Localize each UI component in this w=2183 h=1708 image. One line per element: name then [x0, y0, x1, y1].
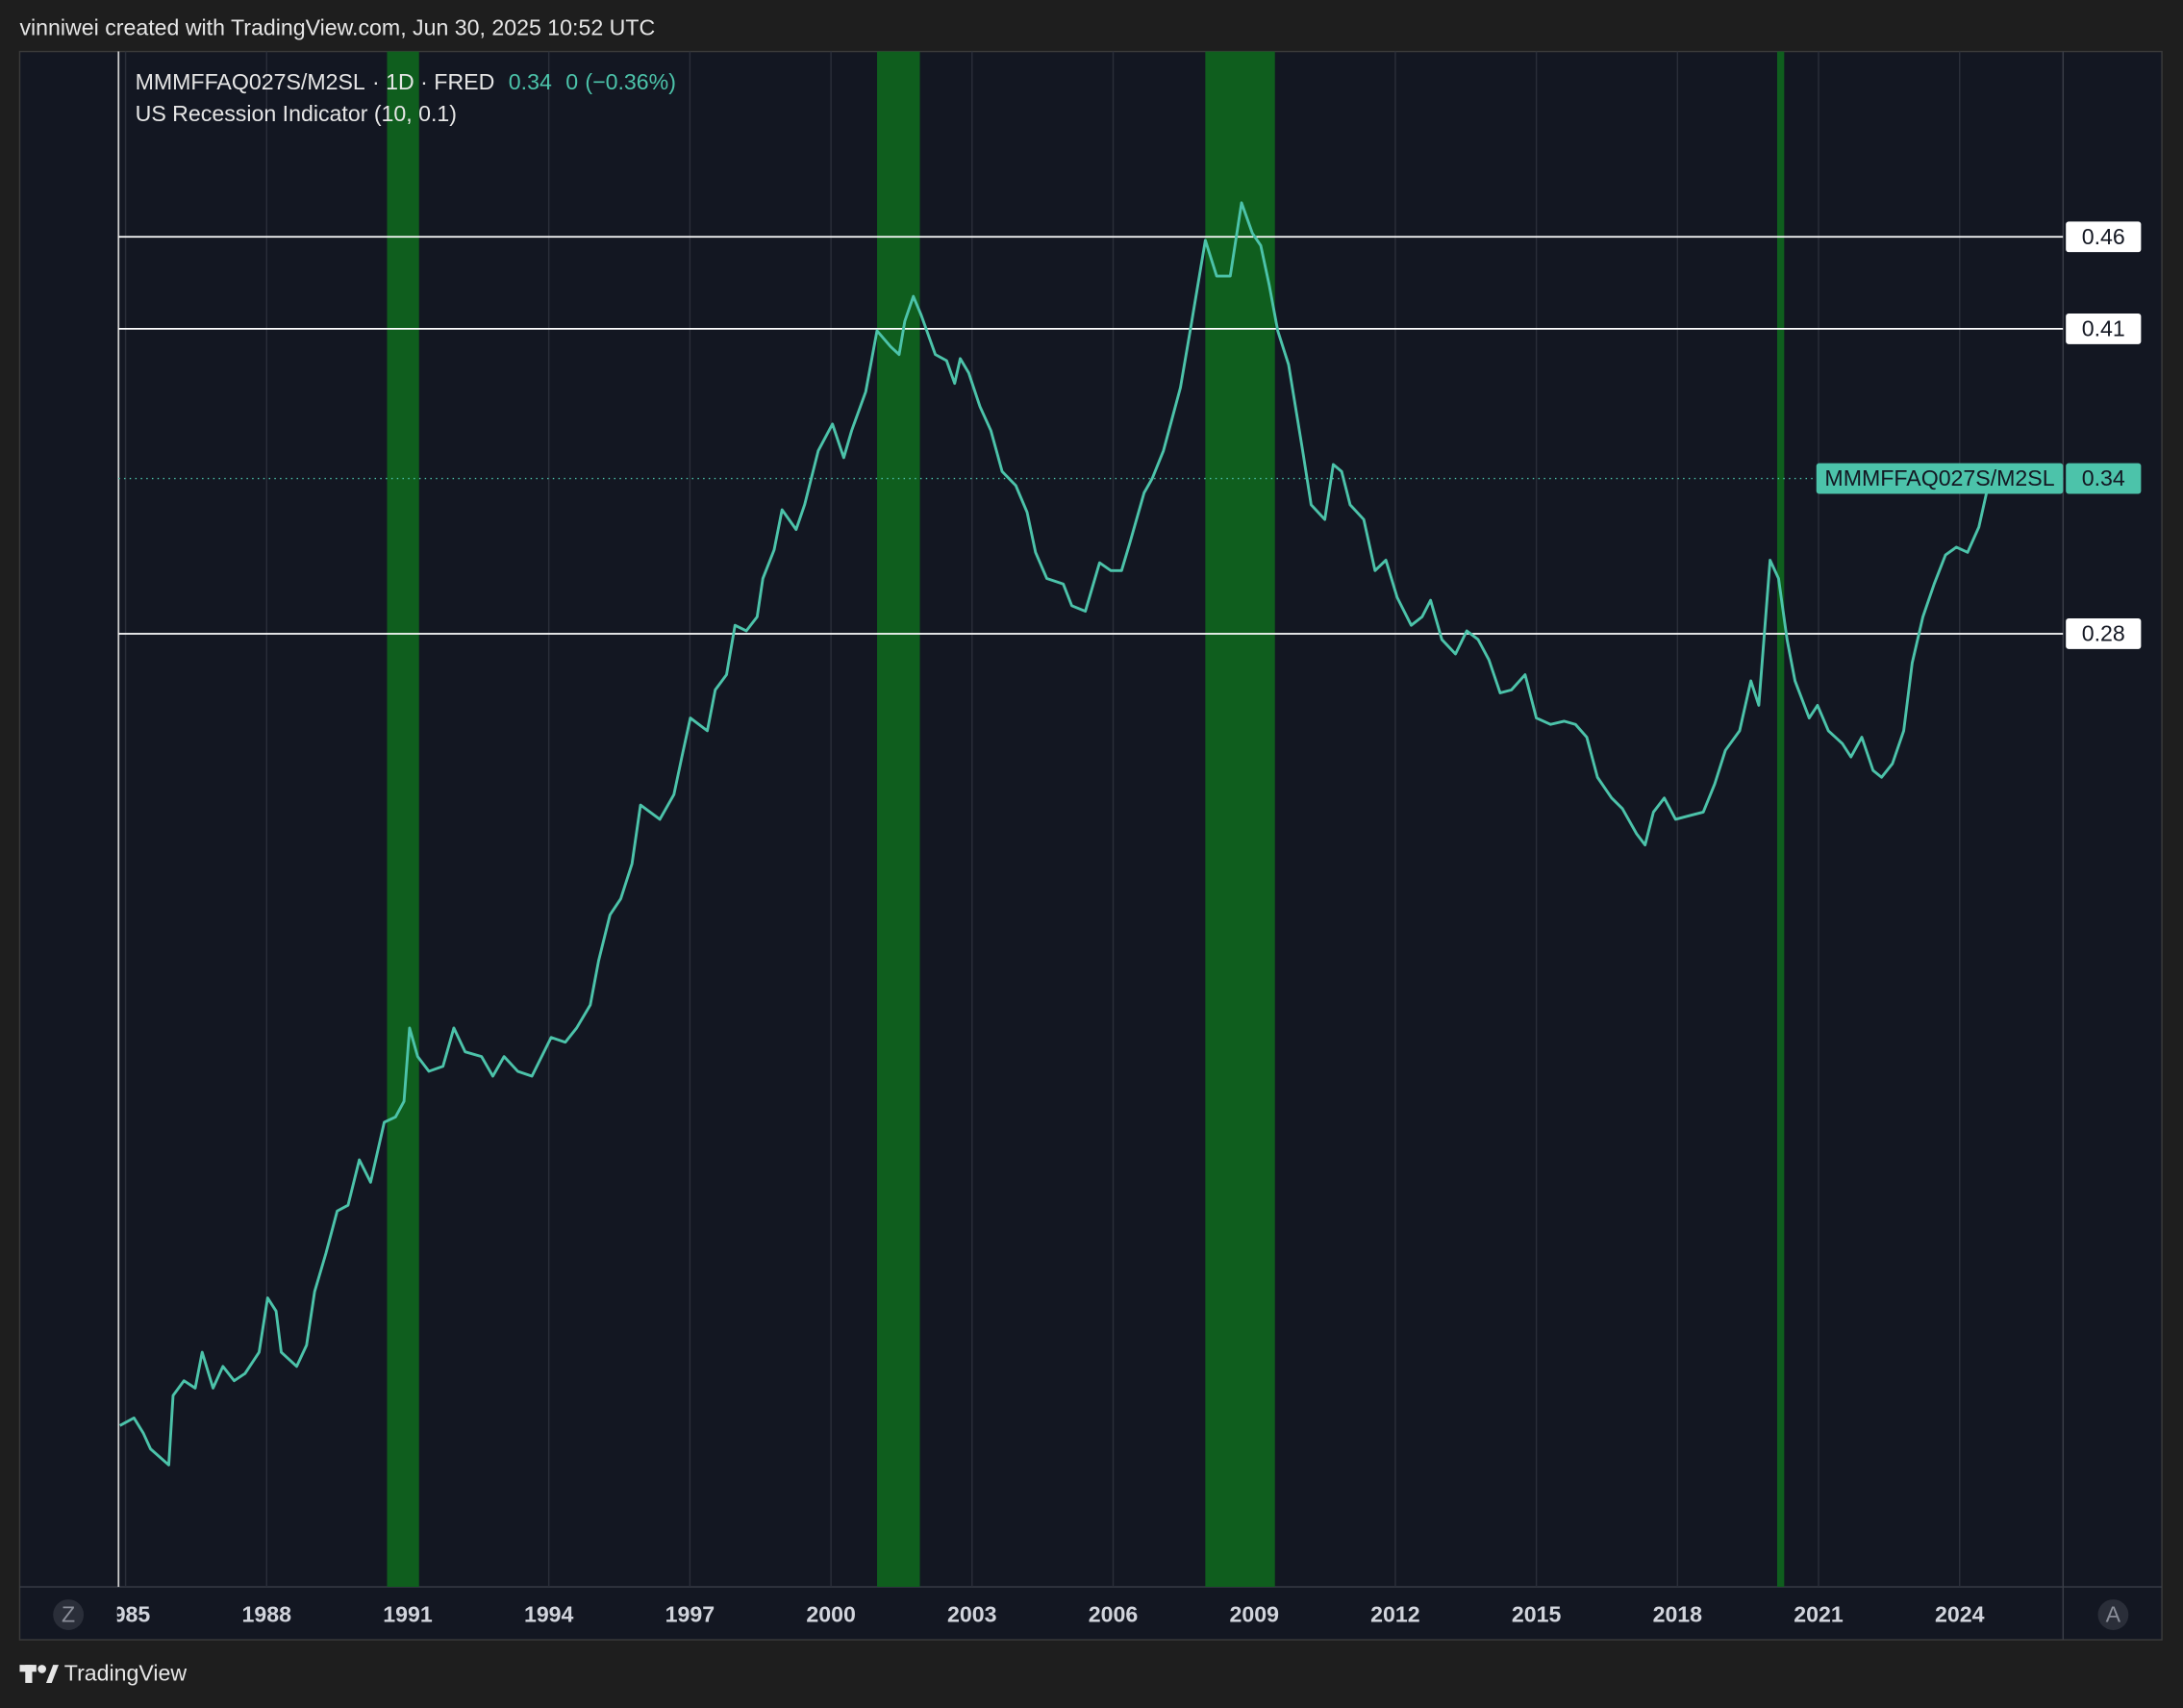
legend-change: 0: [565, 69, 578, 94]
series-line: [118, 201, 2000, 1467]
zoom-button-label[interactable]: Z: [62, 1602, 75, 1627]
plot: [117, 51, 2064, 1588]
series-badge-box: [1816, 463, 2064, 494]
x-tick-label: 2024: [1935, 1602, 1985, 1627]
x-tick-label: 1994: [524, 1602, 574, 1627]
recession-band: [1205, 51, 1275, 1588]
x-tick-label: 2006: [1089, 1602, 1139, 1627]
auto-scale-button[interactable]: [2097, 1599, 2129, 1630]
x-tick-label: 1991: [383, 1602, 433, 1627]
header: vinniwei created with TradingView.com, J…: [19, 15, 655, 40]
level-label-box: [2066, 314, 2142, 344]
x-tick-label: 2015: [1512, 1602, 1562, 1627]
series-badge-name: MMMFFAQ027S/M2SL: [1824, 465, 2054, 490]
footer-brand: TradingView: [64, 1660, 188, 1685]
x-tick-label: 2018: [1653, 1602, 1703, 1627]
legend-last: 0.34: [509, 69, 552, 94]
level-label-box: [2066, 221, 2142, 253]
y-tick-label: 0.41: [2082, 315, 2125, 340]
auto-scale-label[interactable]: A: [2106, 1602, 2121, 1627]
recession-band: [387, 51, 419, 1588]
legend-series-name: MMMFFAQ027S/M2SL: [136, 69, 365, 94]
y-tick-label: 0.28: [2082, 621, 2125, 646]
x-tick-label: 1988: [242, 1602, 292, 1627]
legend-change-percent: (−0.36%): [585, 69, 676, 94]
zoom-button[interactable]: [53, 1599, 85, 1630]
x-tick-label: 2000: [806, 1602, 855, 1627]
x-tick-label: 2009: [1229, 1602, 1279, 1627]
price-badge-value: 0.34: [2082, 465, 2125, 490]
chart-area: [18, 50, 2163, 1641]
legend-symbol: MMMFFAQ027S/M2SL · 1D · FRED 0.34 0 (−0.36%): [136, 69, 676, 94]
x-tick-label: 2003: [947, 1602, 997, 1627]
legend-symbol-info: · 1D · FRED: [372, 69, 494, 94]
recession-band: [1776, 51, 1785, 1588]
price-badge-box: [2066, 463, 2142, 494]
recession-band: [877, 51, 920, 1588]
x-tick-label: 1985: [101, 1602, 151, 1627]
y-tick-label: 0.46: [2082, 224, 2125, 249]
legend-indicator: US Recession Indicator (10, 0.1): [136, 101, 457, 126]
x-tick-label: 1997: [665, 1602, 715, 1627]
tv-logo: [19, 1665, 60, 1683]
level-label-box: [2066, 618, 2142, 649]
x-axis: 1985 1988 1991 1994 1997 2000 2003 2006 2009 2012…: [101, 1602, 1985, 1627]
x-tick-label: 2012: [1370, 1602, 1419, 1627]
x-tick-label: 2021: [1794, 1602, 1844, 1627]
